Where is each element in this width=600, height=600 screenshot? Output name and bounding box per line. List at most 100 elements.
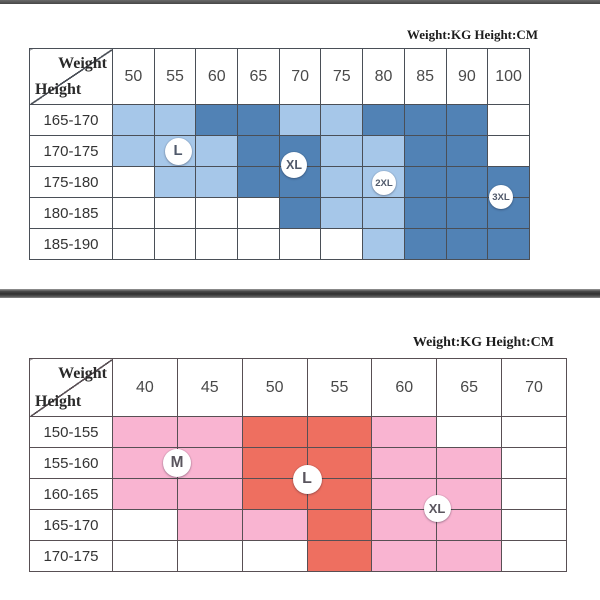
weight-axis-label: Weight	[58, 365, 107, 382]
table-cell	[153, 166, 197, 198]
table-cell	[237, 197, 280, 229]
table-cell	[501, 447, 567, 479]
table-cell	[371, 478, 438, 510]
row-header: 160-165	[29, 478, 113, 510]
table-cell	[112, 447, 178, 479]
table-cell	[487, 228, 530, 260]
height-axis-label: Height	[35, 393, 82, 410]
row-header: 165-170	[29, 509, 113, 541]
table-cell	[436, 416, 503, 448]
column-header: 70	[501, 358, 567, 417]
column-header: 60	[195, 48, 239, 105]
table-row: 160-165	[29, 478, 567, 510]
column-header: 65	[237, 48, 280, 105]
table-cell	[320, 104, 364, 136]
table-cell	[112, 197, 155, 229]
row-header: 165-170	[29, 104, 113, 136]
table-cell	[501, 478, 567, 510]
table-cell	[112, 478, 178, 510]
table-cell	[153, 135, 197, 167]
column-header: 50	[112, 48, 155, 105]
column-header: 75	[320, 48, 364, 105]
table-cell	[371, 540, 438, 572]
table-cell	[278, 104, 322, 136]
table-cell	[306, 540, 373, 572]
table-cell	[278, 197, 322, 229]
table-cell	[195, 197, 239, 229]
column-header: 65	[436, 358, 503, 417]
table-cell	[112, 416, 178, 448]
row-header: 185-190	[29, 228, 113, 260]
table-cell	[112, 135, 155, 167]
row-header: 175-180	[29, 166, 113, 198]
table-cell	[195, 228, 239, 260]
table-cell	[241, 416, 308, 448]
table-cell	[153, 228, 197, 260]
table-cell	[371, 509, 438, 541]
table-cell	[176, 478, 243, 510]
table-cell	[445, 228, 489, 260]
table-cell	[362, 166, 405, 198]
row-header: 150-155	[29, 416, 113, 448]
corner-cell: Weight Height	[29, 48, 113, 105]
row-header: 170-175	[29, 540, 113, 572]
size-chart-table-blue: Weight Height 50 55 60 65 70 75 80 85 90 100 165-170…	[29, 48, 530, 260]
table-cell	[153, 104, 197, 136]
column-header: 85	[403, 48, 447, 105]
table-cell	[403, 197, 447, 229]
table-cell	[306, 447, 373, 479]
table-cell	[403, 104, 447, 136]
table-cell	[501, 416, 567, 448]
column-header: 50	[241, 358, 308, 417]
table-cell	[112, 228, 155, 260]
table-row: 170-175	[29, 135, 530, 167]
table-cell	[153, 197, 197, 229]
table-cell	[445, 104, 489, 136]
size-chart-table-pink: Weight Height 40 45 50 55 60 65 70 150-155 155-160…	[29, 358, 567, 572]
table-row: 150-155	[29, 416, 567, 448]
table-cell	[320, 197, 364, 229]
table-row: 170-175	[29, 540, 567, 572]
column-header: 70	[278, 48, 322, 105]
table-cell	[362, 197, 405, 229]
table-cell	[487, 104, 530, 136]
table-cell	[195, 104, 239, 136]
table-row: 155-160	[29, 447, 567, 479]
table-cell	[112, 509, 178, 541]
table-cell	[436, 509, 503, 541]
table-cell	[112, 166, 155, 198]
table-cell	[195, 166, 239, 198]
column-header: 55	[306, 358, 373, 417]
table-cell	[278, 228, 322, 260]
table-row: 175-180	[29, 166, 530, 198]
section-divider-bar	[0, 289, 600, 298]
table-cell	[320, 228, 364, 260]
row-header: 170-175	[29, 135, 113, 167]
table-cell	[306, 509, 373, 541]
column-header: 60	[371, 358, 438, 417]
table-cell	[445, 197, 489, 229]
table-cell	[306, 416, 373, 448]
size-table: Weight Height 40 45 50 55 60 65 70 150-155 155-160…	[29, 358, 567, 572]
table-cell	[278, 135, 322, 167]
table-cell	[371, 447, 438, 479]
size-table: Weight Height 50 55 60 65 70 75 80 85 90 100 165-170…	[29, 48, 530, 260]
table-cell	[112, 104, 155, 136]
unit-label: Weight:KG Height:CM	[406, 27, 538, 42]
table-cell	[241, 509, 308, 541]
weight-axis-label: Weight	[58, 55, 107, 72]
table-cell	[241, 478, 308, 510]
table-cell	[362, 104, 405, 136]
table-cell	[306, 478, 373, 510]
table-row: 185-190	[29, 228, 530, 260]
table-cell	[237, 166, 280, 198]
table-cell	[112, 540, 178, 572]
table-row: 165-170	[29, 104, 530, 136]
table-cell	[436, 540, 503, 572]
table-cell	[487, 197, 530, 229]
table-cell	[501, 509, 567, 541]
table-cell	[371, 416, 438, 448]
table-cell	[320, 135, 364, 167]
table-cell	[241, 540, 308, 572]
table-cell	[487, 135, 530, 167]
